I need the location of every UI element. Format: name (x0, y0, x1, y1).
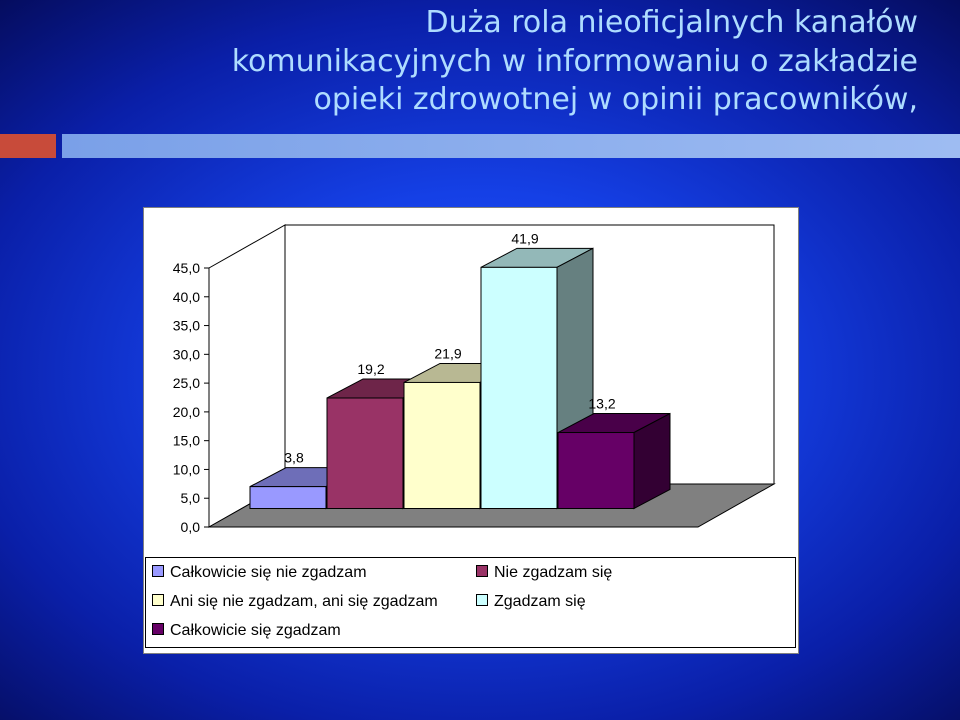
slide-title-line: komunikacyjnych w informowaniu o zakładz… (231, 43, 918, 79)
data-label: 21,9 (434, 345, 461, 361)
slide-title-line: Duża rola nieoficjalnych kanałów (425, 5, 918, 40)
y-tick-label: 30,0 (173, 346, 200, 362)
y-tick-label: 45,0 (173, 260, 200, 276)
bar (480, 266, 558, 509)
legend-item: Całkowicie się zgadzam (152, 622, 341, 640)
accent-bar-red (0, 134, 56, 158)
legend-item: Ani się nie zgadzam, ani się zgadzam (152, 593, 438, 611)
bar (403, 381, 481, 510)
chart-legend: Całkowicie się nie zgadzam Nie zgadzam s… (145, 557, 796, 648)
y-tick-label: 25,0 (173, 375, 200, 391)
y-tick-label: 20,0 (173, 404, 200, 420)
accent-bar-blue (62, 134, 960, 158)
data-label: 3,8 (284, 450, 304, 466)
y-tick-label: 15,0 (173, 433, 200, 449)
y-tick-label: 10,0 (173, 461, 200, 477)
legend-label: Całkowicie się nie zgadzam (170, 564, 367, 581)
legend-swatch (476, 565, 488, 577)
bar (326, 397, 404, 509)
data-label: 13,2 (588, 396, 615, 412)
legend-swatch (476, 594, 488, 606)
data-label: 19,2 (357, 361, 384, 377)
bar-chart: 0,0 5,0 10,0 15,0 20,0 25,0 30,0 35,0 40,0 45,0 3,… (173, 224, 776, 535)
bar (249, 486, 327, 509)
legend-swatch (152, 623, 164, 635)
y-tick-label: 35,0 (173, 318, 200, 334)
legend-swatch (152, 565, 164, 577)
legend-item: Zgadzam się (476, 593, 586, 611)
slide-title: Duża rola nieoficjalnych kanałów komunik… (158, 4, 918, 120)
bar (557, 432, 635, 510)
legend-label: Ani się nie zgadzam, ani się zgadzam (170, 593, 438, 610)
legend-label: Nie zgadzam się (494, 564, 613, 581)
legend-item: Nie zgadzam się (476, 564, 612, 582)
legend-swatch (152, 594, 164, 606)
data-label: 41,9 (511, 230, 538, 246)
slide-title-line: opieki zdrowotnej w opinii pracowników, (313, 82, 919, 117)
y-tick-label: 0,0 (181, 519, 201, 535)
y-tick-label: 5,0 (181, 490, 201, 506)
legend-label: Całkowicie się zgadzam (170, 622, 341, 639)
legend-item: Całkowicie się nie zgadzam (152, 564, 367, 582)
legend-label: Zgadzam się (494, 593, 586, 610)
y-tick-label: 40,0 (173, 289, 200, 305)
